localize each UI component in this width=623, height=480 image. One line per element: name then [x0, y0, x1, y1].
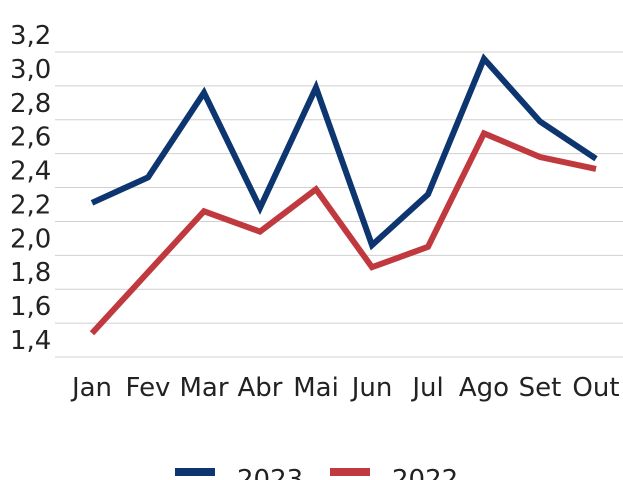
x-tick-label: Mar [179, 373, 228, 403]
y-tick-label: 1,8 [10, 258, 51, 288]
legend-swatch [175, 468, 215, 476]
x-tick-label: Jul [410, 373, 443, 403]
series-line [89, 129, 597, 336]
x-tick-label: Mai [293, 373, 339, 403]
x-tick-label: Fev [126, 373, 171, 403]
x-tick-label: Out [572, 373, 619, 403]
y-tick-label: 2,2 [10, 190, 51, 220]
x-tick-label: Abr [238, 373, 283, 403]
x-tick-label: Ago [459, 373, 509, 403]
x-tick-label: Jan [70, 373, 112, 403]
x-tick-label: Set [519, 373, 562, 403]
x-tick-label: Jun [350, 373, 393, 403]
legend-swatch [330, 468, 370, 476]
y-tick-label: 1,4 [10, 326, 51, 356]
y-tick-label: 1,6 [10, 292, 51, 322]
legend-label: 2023 [237, 465, 303, 480]
y-tick-label: 2,0 [10, 224, 51, 254]
y-tick-label: 2,6 [10, 123, 51, 153]
y-tick-label: 2,4 [10, 157, 51, 187]
y-tick-label: 3,2 [10, 21, 51, 51]
y-tick-label: 3,0 [10, 55, 51, 85]
series-line [90, 53, 598, 251]
legend-label: 2022 [392, 465, 458, 480]
y-tick-label: 2,8 [10, 89, 51, 119]
